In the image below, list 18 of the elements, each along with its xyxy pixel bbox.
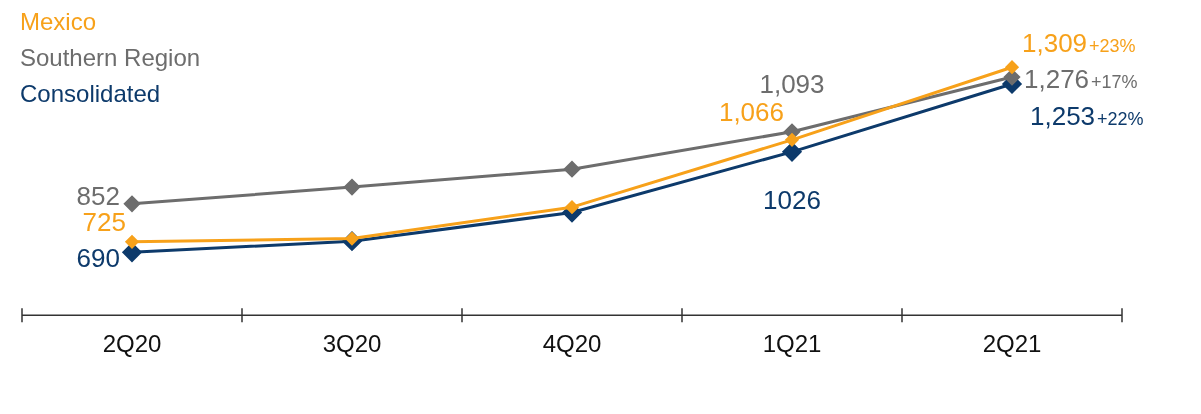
text: Southern Region [20, 43, 201, 73]
x-tick-label: 4Q20 [542, 330, 602, 358]
data-label: 1026 [763, 185, 821, 215]
x-tick-label: 3Q20 [322, 330, 382, 358]
x-tick-label: 2Q20 [102, 330, 162, 358]
x-tick-label: 2Q21 [982, 330, 1042, 358]
data-label: 1,276 [1024, 64, 1090, 95]
data-label: 1,093 [759, 68, 825, 99]
annotation: +17% [1091, 72, 1138, 93]
x-tick-label: 1Q21 [762, 330, 822, 358]
data-label: 1,066 [718, 97, 784, 128]
annotation: +22% [1097, 108, 1144, 129]
data-label: 1,253 [1030, 101, 1096, 132]
text: Consolidated [20, 79, 162, 109]
data-label: 1,309 [1022, 28, 1088, 59]
text: +23% [1089, 36, 1136, 57]
text: Mexico [20, 7, 98, 37]
data-label: 690 [76, 243, 120, 274]
